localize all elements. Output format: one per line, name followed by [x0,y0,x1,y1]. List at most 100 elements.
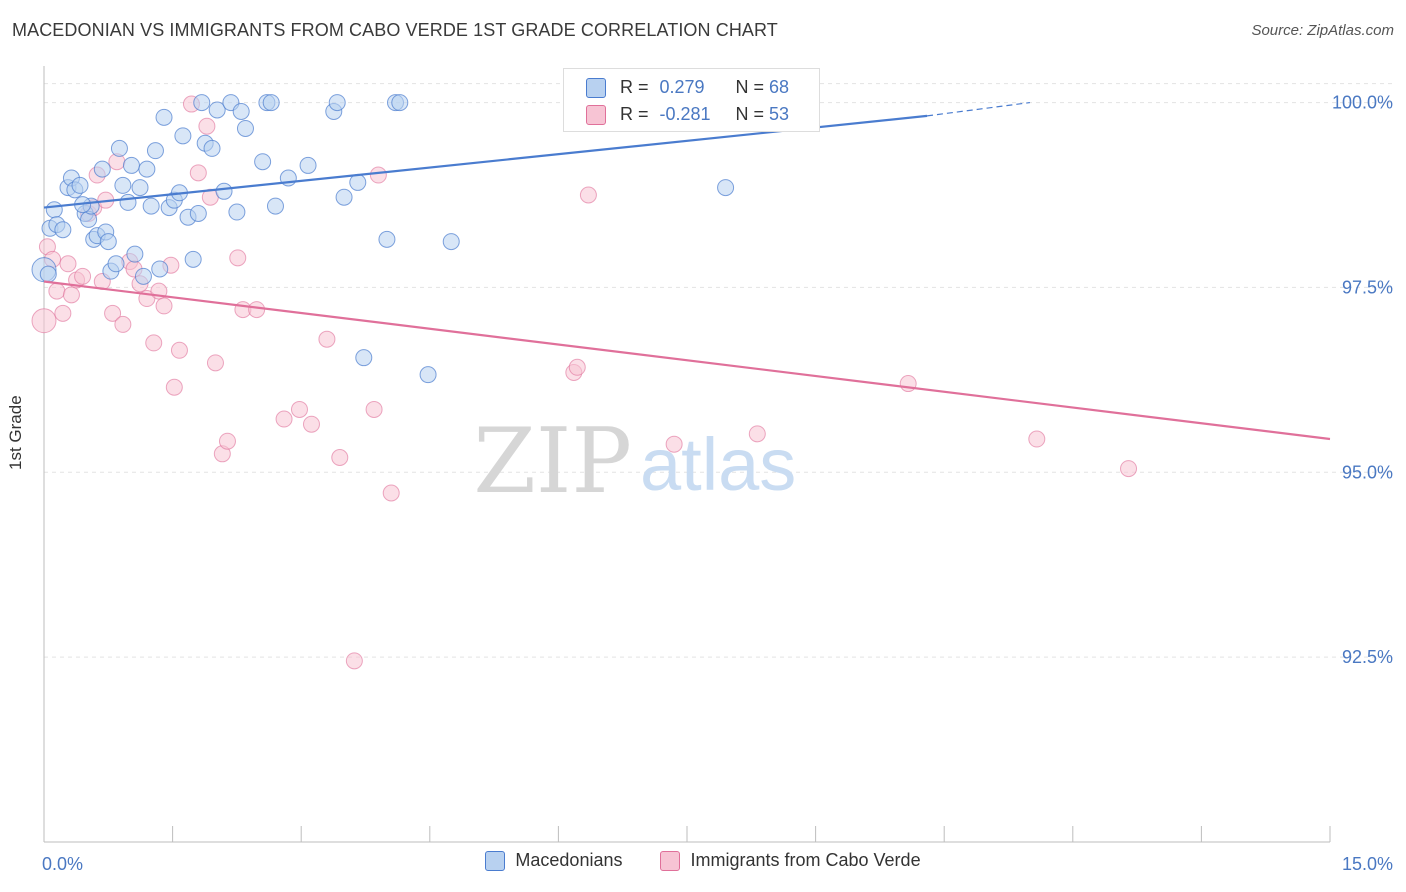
macedonian-point[interactable] [299,156,317,174]
cabo-verde-point[interactable] [365,400,383,418]
trend-lines [43,101,1331,441]
cabo-verde-point[interactable] [302,415,320,433]
macedonian-point[interactable] [131,179,149,197]
macedonian-point[interactable] [215,182,233,200]
cabo-verde-point[interactable] [899,375,917,393]
macedonian-point[interactable] [138,160,156,178]
macedonian-point[interactable] [442,233,460,251]
cabo-verde-point[interactable] [74,267,92,285]
macedonian-point[interactable] [146,142,164,160]
macedonian-point[interactable] [328,94,346,112]
macedonian-point[interactable] [93,160,111,178]
cabo-verde-point[interactable] [248,301,266,319]
cabo-verde-trend-line [43,280,1331,441]
legend-item-cabo-verde[interactable]: Immigrants from Cabo Verde [660,850,921,871]
macedonian-point[interactable] [349,173,367,191]
y-tick-label: 100.0% [1332,93,1393,113]
cabo-verde-point[interactable] [114,315,132,333]
cabo-verde-point[interactable] [104,304,122,322]
grid-lines [44,83,1392,658]
macedonian-point[interactable] [99,233,117,251]
macedonian-points [31,94,747,384]
legend-item-macedonians[interactable]: Macedonians [485,850,622,871]
cabo-verde-point[interactable] [748,425,766,443]
macedonian-point[interactable] [110,139,128,157]
cabo-verde-point[interactable] [62,286,80,304]
blue-swatch [485,850,506,871]
cabo-verde-point[interactable] [369,166,387,184]
stats-row-macedonians: R = 0.279 N = 68 [586,77,789,98]
cabo-verde-point[interactable] [568,358,586,376]
macedonian-point[interactable] [208,101,226,119]
legend-label-macedonians: Macedonians [515,850,623,870]
macedonian-point[interactable] [151,260,169,278]
y-tick-labels: 92.5% 95.0% 97.5% 100.0% [1332,93,1393,668]
macedonian-point[interactable] [189,204,207,222]
n-label: N = [735,77,770,97]
macedonian-point[interactable] [107,255,125,273]
macedonian-point[interactable] [203,139,221,157]
cabo-verde-point[interactable] [31,308,57,334]
macedonian-point[interactable] [262,94,280,112]
cabo-verde-point[interactable] [54,304,72,322]
macedonian-point[interactable] [39,265,57,283]
stats-row-cabo-verde: R = -0.281 N = 53 [586,104,789,125]
macedonian-point[interactable] [236,119,254,137]
cabo-verde-point[interactable] [382,484,400,502]
r-value: 0.279 [659,77,705,97]
macedonian-point[interactable] [335,188,353,206]
cabo-verde-point[interactable] [345,652,363,670]
cabo-verde-point[interactable] [206,354,224,372]
cabo-verde-point[interactable] [59,255,77,273]
cabo-verde-point[interactable] [155,297,173,315]
macedonian-point[interactable] [45,201,63,219]
cabo-verde-point[interactable] [145,334,163,352]
r-label: R = [620,104,654,124]
macedonian-point[interactable] [232,102,250,120]
cabo-verde-point[interactable] [331,449,349,466]
cabo-verde-point[interactable] [275,410,293,428]
x-tick-min: 0.0% [42,854,83,874]
macedonian-point[interactable] [119,193,137,211]
macedonian-point[interactable] [355,349,373,367]
macedonian-trend-extension [926,101,1031,117]
macedonian-point[interactable] [193,94,211,112]
y-tick-label: 92.5% [1342,647,1393,667]
cabo-verde-point[interactable] [1120,460,1138,478]
cabo-verde-point[interactable] [665,435,683,453]
cabo-verde-point[interactable] [218,432,236,450]
macedonian-point[interactable] [174,127,192,145]
macedonian-point[interactable] [391,94,409,112]
macedonian-point[interactable] [142,197,160,215]
cabo-verde-point[interactable] [290,400,308,418]
macedonian-point[interactable] [71,176,89,194]
cabo-verde-point[interactable] [229,249,247,267]
cabo-verde-point[interactable] [170,341,188,359]
pink-swatch [660,850,681,871]
macedonian-point[interactable] [717,179,735,197]
cabo-verde-point[interactable] [318,330,336,348]
macedonian-point[interactable] [122,156,140,174]
legend-label-cabo-verde: Immigrants from Cabo Verde [690,850,921,870]
macedonian-point[interactable] [155,108,173,126]
cabo-verde-point[interactable] [1028,430,1046,448]
cabo-verde-point[interactable] [579,186,597,204]
macedonian-point[interactable] [54,221,72,239]
macedonian-point[interactable] [266,197,284,215]
macedonian-point[interactable] [114,176,132,194]
cabo-verde-point[interactable] [48,282,66,300]
macedonian-point[interactable] [378,230,396,248]
cabo-verde-point[interactable] [165,378,183,396]
macedonian-point[interactable] [254,153,272,171]
chart-title: MACEDONIAN VS IMMIGRANTS FROM CABO VERDE… [12,20,778,40]
n-label: N = [735,104,770,124]
macedonian-point[interactable] [419,366,437,384]
macedonian-point[interactable] [126,245,144,263]
macedonian-point[interactable] [228,203,246,221]
macedonian-point[interactable] [134,267,152,285]
cabo-verde-point[interactable] [198,117,216,135]
source-label: Source: ZipAtlas.com [1251,22,1394,39]
cabo-verde-point[interactable] [189,164,207,182]
macedonian-point[interactable] [184,250,202,268]
